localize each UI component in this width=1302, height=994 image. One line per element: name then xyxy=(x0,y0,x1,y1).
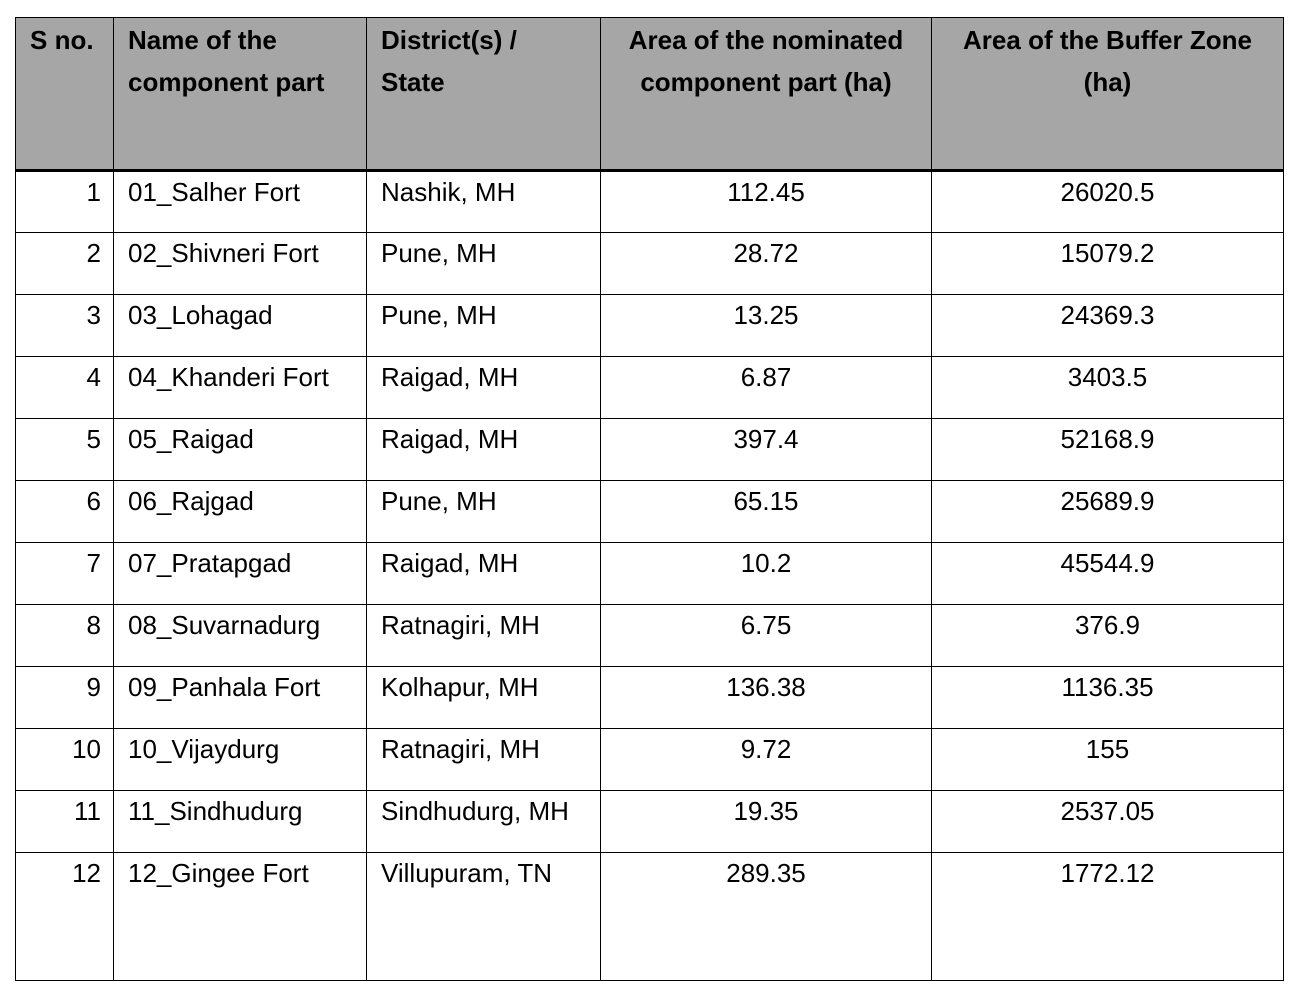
cell-nominated-area: 65.15 xyxy=(600,480,932,543)
cell-sno: 8 xyxy=(15,604,114,667)
table-row: 11 11_Sindhudurg Sindhudurg, MH 19.35 25… xyxy=(15,790,1284,853)
cell-buffer-zone-area: 2537.05 xyxy=(931,790,1284,853)
cell-nominated-area: 112.45 xyxy=(600,170,932,233)
cell-component-name: 05_Raigad xyxy=(113,418,367,481)
cell-component-name: 09_Panhala Fort xyxy=(113,666,367,729)
table-row: 7 07_Pratapgad Raigad, MH 10.2 45544.9 xyxy=(15,542,1284,605)
table-row: 3 03_Lohagad Pune, MH 13.25 24369.3 xyxy=(15,294,1284,357)
table-header: S no. Name of the component part Distric… xyxy=(15,17,1284,172)
table-row: 6 06_Rajgad Pune, MH 65.15 25689.9 xyxy=(15,480,1284,543)
cell-sno: 5 xyxy=(15,418,114,481)
cell-sno: 10 xyxy=(15,728,114,791)
cell-component-name: 08_Suvarnadurg xyxy=(113,604,367,667)
cell-buffer-zone-area: 45544.9 xyxy=(931,542,1284,605)
cell-district-state: Nashik, MH xyxy=(366,170,601,233)
header-component-name: Name of the component part xyxy=(113,17,367,172)
cell-district-state: Villupuram, TN xyxy=(366,852,601,981)
cell-district-state: Raigad, MH xyxy=(366,542,601,605)
cell-district-state: Kolhapur, MH xyxy=(366,666,601,729)
cell-nominated-area: 6.87 xyxy=(600,356,932,419)
cell-district-state: Raigad, MH xyxy=(366,418,601,481)
cell-sno: 12 xyxy=(15,852,114,981)
cell-buffer-zone-area: 3403.5 xyxy=(931,356,1284,419)
cell-component-name: 07_Pratapgad xyxy=(113,542,367,605)
cell-district-state: Ratnagiri, MH xyxy=(366,604,601,667)
cell-sno: 1 xyxy=(15,170,114,233)
cell-nominated-area: 6.75 xyxy=(600,604,932,667)
cell-component-name: 04_Khanderi Fort xyxy=(113,356,367,419)
cell-nominated-area: 10.2 xyxy=(600,542,932,605)
cell-buffer-zone-area: 25689.9 xyxy=(931,480,1284,543)
table-row: 5 05_Raigad Raigad, MH 397.4 52168.9 xyxy=(15,418,1284,481)
table-row: 12 12_Gingee Fort Villupuram, TN 289.35 … xyxy=(15,852,1284,981)
table-row: 9 09_Panhala Fort Kolhapur, MH 136.38 11… xyxy=(15,666,1284,729)
cell-buffer-zone-area: 52168.9 xyxy=(931,418,1284,481)
component-parts-table: S no. Name of the component part Distric… xyxy=(15,17,1284,981)
cell-component-name: 02_Shivneri Fort xyxy=(113,232,367,295)
cell-sno: 3 xyxy=(15,294,114,357)
cell-nominated-area: 9.72 xyxy=(600,728,932,791)
cell-buffer-zone-area: 1136.35 xyxy=(931,666,1284,729)
header-district-state: District(s) / State xyxy=(366,17,601,172)
header-buffer-zone-area: Area of the Buffer Zone (ha) xyxy=(931,17,1284,172)
cell-buffer-zone-area: 376.9 xyxy=(931,604,1284,667)
table-row: 8 08_Suvarnadurg Ratnagiri, MH 6.75 376.… xyxy=(15,604,1284,667)
cell-nominated-area: 19.35 xyxy=(600,790,932,853)
cell-nominated-area: 13.25 xyxy=(600,294,932,357)
cell-component-name: 06_Rajgad xyxy=(113,480,367,543)
cell-buffer-zone-area: 15079.2 xyxy=(931,232,1284,295)
cell-nominated-area: 397.4 xyxy=(600,418,932,481)
table-row: 4 04_Khanderi Fort Raigad, MH 6.87 3403.… xyxy=(15,356,1284,419)
cell-component-name: 10_Vijaydurg xyxy=(113,728,367,791)
cell-component-name: 12_Gingee Fort xyxy=(113,852,367,981)
cell-nominated-area: 289.35 xyxy=(600,852,932,981)
table-body: 1 01_Salher Fort Nashik, MH 112.45 26020… xyxy=(15,170,1284,981)
cell-district-state: Sindhudurg, MH xyxy=(366,790,601,853)
cell-buffer-zone-area: 26020.5 xyxy=(931,170,1284,233)
cell-sno: 4 xyxy=(15,356,114,419)
cell-sno: 6 xyxy=(15,480,114,543)
cell-district-state: Pune, MH xyxy=(366,232,601,295)
cell-sno: 7 xyxy=(15,542,114,605)
cell-buffer-zone-area: 24369.3 xyxy=(931,294,1284,357)
cell-district-state: Raigad, MH xyxy=(366,356,601,419)
cell-district-state: Pune, MH xyxy=(366,480,601,543)
cell-buffer-zone-area: 155 xyxy=(931,728,1284,791)
header-row: S no. Name of the component part Distric… xyxy=(15,17,1284,172)
cell-component-name: 03_Lohagad xyxy=(113,294,367,357)
cell-nominated-area: 136.38 xyxy=(600,666,932,729)
cell-component-name: 11_Sindhudurg xyxy=(113,790,367,853)
cell-buffer-zone-area: 1772.12 xyxy=(931,852,1284,981)
table-row: 2 02_Shivneri Fort Pune, MH 28.72 15079.… xyxy=(15,232,1284,295)
table-row: 1 01_Salher Fort Nashik, MH 112.45 26020… xyxy=(15,170,1284,233)
cell-sno: 2 xyxy=(15,232,114,295)
header-nominated-area: Area of the nominated component part (ha… xyxy=(600,17,932,172)
cell-sno: 9 xyxy=(15,666,114,729)
cell-nominated-area: 28.72 xyxy=(600,232,932,295)
header-sno: S no. xyxy=(15,17,114,172)
table-row: 10 10_Vijaydurg Ratnagiri, MH 9.72 155 xyxy=(15,728,1284,791)
cell-component-name: 01_Salher Fort xyxy=(113,170,367,233)
cell-sno: 11 xyxy=(15,790,114,853)
cell-district-state: Pune, MH xyxy=(366,294,601,357)
cell-district-state: Ratnagiri, MH xyxy=(366,728,601,791)
